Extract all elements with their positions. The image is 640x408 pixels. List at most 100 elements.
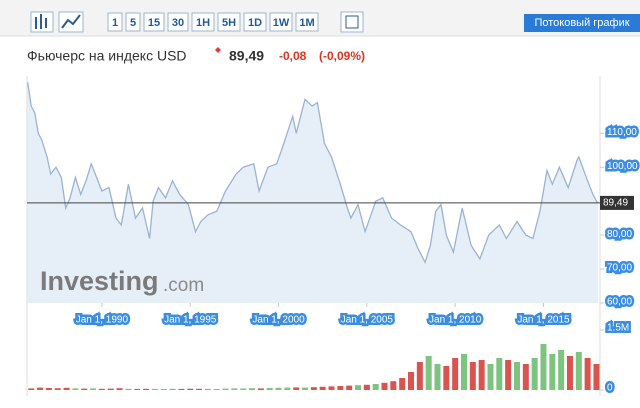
volume-bar bbox=[45, 388, 52, 390]
volume-bar bbox=[575, 352, 582, 390]
volume-bar bbox=[452, 358, 459, 390]
volume-bar bbox=[355, 385, 362, 390]
volume-bar bbox=[460, 354, 467, 390]
volume-bar bbox=[302, 387, 309, 390]
interval-button[interactable] bbox=[125, 12, 141, 32]
interval-label[interactable]: 5H bbox=[222, 17, 236, 29]
watermark: Investing bbox=[40, 266, 159, 296]
settings-button[interactable] bbox=[340, 11, 364, 33]
volume-bar bbox=[505, 360, 512, 390]
volume-bar bbox=[346, 385, 353, 390]
x-tick-label: Jan 1, 1990 bbox=[76, 315, 129, 326]
volume-bar bbox=[425, 356, 432, 390]
volume-bar bbox=[408, 372, 415, 390]
interval-button[interactable] bbox=[243, 12, 267, 32]
interval-button[interactable] bbox=[107, 12, 123, 32]
volume-bar bbox=[443, 366, 450, 390]
volume-bar bbox=[178, 388, 185, 390]
change: -0,08 bbox=[279, 49, 307, 63]
volume-bar bbox=[257, 388, 264, 390]
volume-bar bbox=[134, 389, 141, 390]
volume-bar bbox=[90, 388, 97, 390]
y-tick-label: 70,00 bbox=[607, 263, 632, 274]
interval-button[interactable] bbox=[167, 12, 189, 32]
volume-bar bbox=[496, 358, 503, 390]
x-tick-label: Jan 1, 2000 bbox=[252, 315, 305, 326]
volume-bar bbox=[196, 388, 203, 390]
chart-type-candles[interactable] bbox=[30, 11, 54, 33]
streaming-bg bbox=[524, 14, 640, 32]
price: 89,49 bbox=[229, 48, 264, 64]
instrument-name: Фьючерс на индекс USD bbox=[27, 48, 187, 64]
interval-label[interactable]: 1H bbox=[196, 17, 210, 29]
volume-bar bbox=[584, 358, 591, 390]
interval-button[interactable] bbox=[269, 12, 293, 32]
volume-bar bbox=[469, 362, 476, 390]
interval-button[interactable] bbox=[295, 12, 319, 32]
volume-bar bbox=[513, 362, 520, 390]
volume-bar bbox=[231, 388, 238, 390]
volume-bar bbox=[266, 388, 273, 390]
volume-bar bbox=[434, 364, 441, 390]
interval-label[interactable]: 5 bbox=[130, 17, 136, 29]
interval-label[interactable]: 1D bbox=[248, 17, 262, 29]
y-tick-label: 110,00 bbox=[607, 127, 637, 138]
volume-bar bbox=[72, 388, 79, 390]
volume-bar bbox=[213, 389, 220, 390]
volume-bar bbox=[337, 386, 344, 390]
volume-bar bbox=[566, 356, 573, 390]
current-price-label: 89,49 bbox=[603, 198, 628, 209]
volume-bar bbox=[381, 382, 388, 390]
volume-bar bbox=[125, 388, 132, 390]
volume-bar bbox=[593, 364, 600, 390]
volume-bar bbox=[328, 386, 335, 390]
volume-tick-label: 0 bbox=[607, 383, 613, 394]
volume-bar bbox=[399, 378, 406, 390]
volume-bar bbox=[275, 387, 282, 390]
volume-bar bbox=[28, 388, 35, 390]
volume-bar bbox=[116, 388, 123, 390]
volume-bar bbox=[487, 364, 494, 390]
volume-bar bbox=[143, 388, 150, 390]
volume-bar bbox=[531, 358, 538, 390]
volume-bar bbox=[363, 384, 370, 390]
interval-button[interactable] bbox=[217, 12, 241, 32]
volume-bar bbox=[293, 387, 300, 390]
volume-bar bbox=[151, 388, 158, 390]
interval-button[interactable] bbox=[191, 12, 215, 32]
volume-bar bbox=[478, 360, 485, 390]
interval-label[interactable]: 30 bbox=[172, 17, 184, 29]
watermark-suffix: .com bbox=[163, 275, 204, 296]
volume-bar bbox=[204, 388, 211, 390]
volume-bar bbox=[98, 388, 105, 390]
volume-bar bbox=[81, 388, 88, 390]
volume-bar bbox=[222, 388, 229, 390]
volume-bar bbox=[522, 364, 529, 390]
streaming-link[interactable]: Потоковый график bbox=[534, 17, 629, 29]
interval-label[interactable]: 1M bbox=[299, 17, 314, 29]
interval-button[interactable] bbox=[143, 12, 165, 32]
area-fill bbox=[27, 82, 599, 304]
price-line bbox=[27, 82, 599, 265]
y-tick-label: 80,00 bbox=[607, 229, 632, 240]
volume-bar bbox=[187, 388, 194, 390]
x-tick-label: Jan 1, 2015 bbox=[517, 315, 570, 326]
volume-bar bbox=[416, 362, 423, 390]
volume-bar bbox=[63, 387, 70, 390]
volume-bar bbox=[284, 387, 291, 390]
interval-label[interactable]: 15 bbox=[148, 17, 160, 29]
chart-type-area[interactable] bbox=[58, 11, 84, 33]
change-pct: (-0,09%) bbox=[319, 49, 365, 63]
volume-bar bbox=[558, 350, 565, 390]
y-tick-label: 100,00 bbox=[607, 161, 638, 172]
interval-label[interactable]: 1W bbox=[273, 17, 290, 29]
y-tick-label: 60,00 bbox=[607, 297, 632, 308]
volume-bar bbox=[249, 388, 256, 390]
interval-label[interactable]: 1 bbox=[112, 17, 118, 29]
flag-icon bbox=[215, 47, 221, 53]
volume-bar bbox=[540, 344, 547, 390]
current-price-box bbox=[600, 195, 634, 210]
volume-bar bbox=[549, 354, 556, 390]
